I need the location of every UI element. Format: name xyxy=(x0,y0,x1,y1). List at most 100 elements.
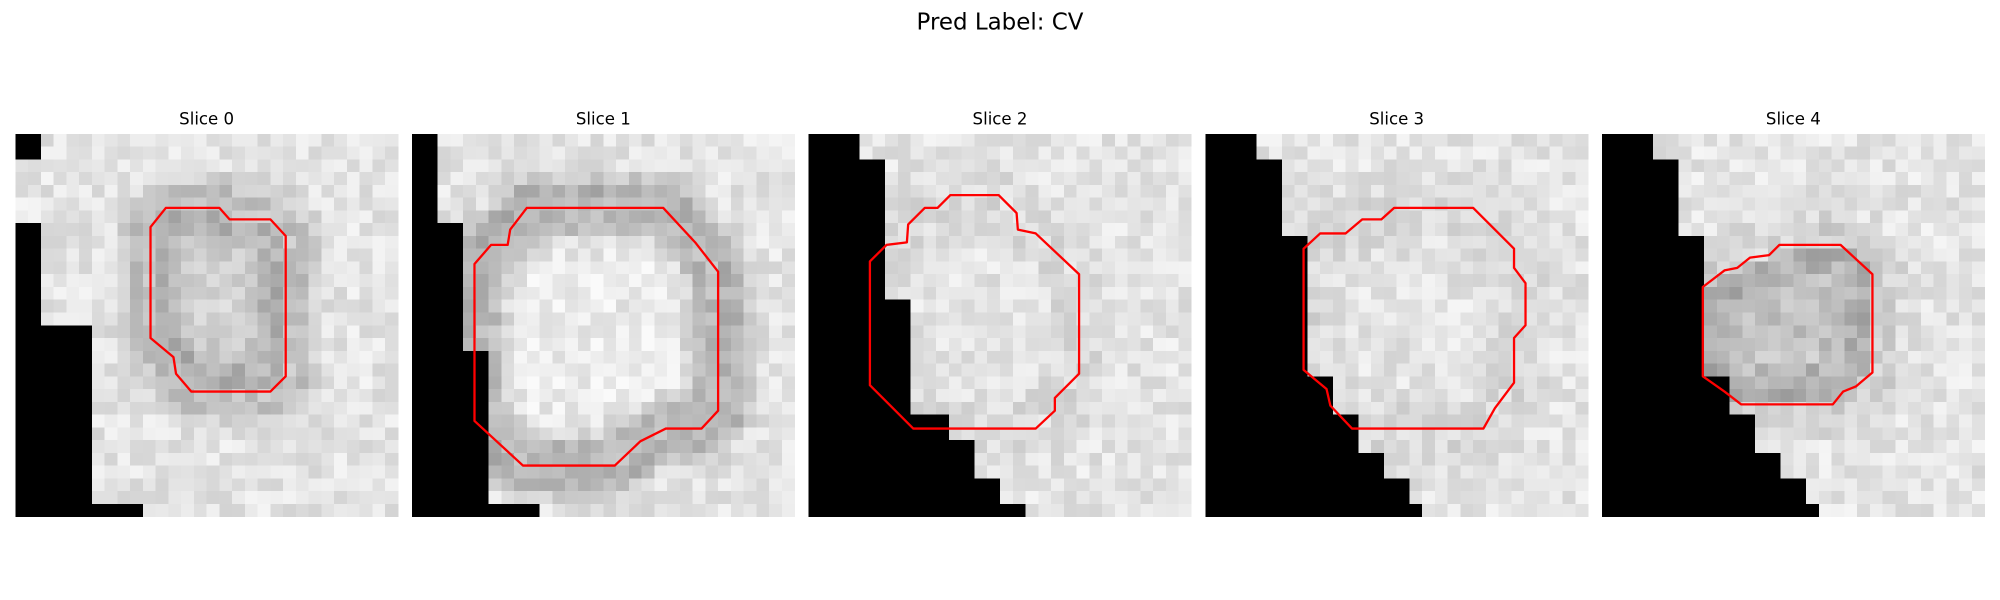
pixel xyxy=(1536,235,1551,250)
pixel xyxy=(936,452,950,466)
pixel xyxy=(40,503,54,517)
pixel xyxy=(130,223,144,237)
pixel xyxy=(40,184,54,199)
pixel xyxy=(1959,363,1973,377)
pixel xyxy=(501,146,515,160)
pixel xyxy=(1422,465,1436,479)
pixel xyxy=(1114,503,1128,517)
pixel xyxy=(1498,440,1512,454)
pixel xyxy=(1614,478,1628,492)
pixel xyxy=(1806,286,1820,301)
pixel xyxy=(654,146,668,160)
pixel xyxy=(936,172,950,186)
pixel xyxy=(1895,325,1909,339)
pixel xyxy=(1780,350,1794,364)
pixel xyxy=(1562,299,1576,313)
pixel xyxy=(1536,210,1551,224)
pixel xyxy=(1780,133,1794,148)
pixel xyxy=(1869,235,1884,250)
pixel xyxy=(1971,363,1986,377)
pixel xyxy=(1294,363,1308,377)
pixel xyxy=(1602,197,1616,211)
pixel xyxy=(897,146,912,160)
pixel xyxy=(730,235,745,250)
pixel xyxy=(577,172,591,186)
pixel xyxy=(1256,338,1270,352)
pixel xyxy=(1473,299,1487,313)
pixel xyxy=(488,325,502,339)
pixel xyxy=(1908,350,1922,364)
pixel xyxy=(206,478,220,492)
pixel xyxy=(1895,338,1909,352)
pixel xyxy=(488,210,502,224)
pixel xyxy=(372,503,386,517)
pixel xyxy=(334,338,348,352)
pixel xyxy=(1742,452,1756,466)
pixel xyxy=(1806,376,1820,390)
pixel xyxy=(1920,414,1935,428)
pixel xyxy=(104,210,118,224)
pixel xyxy=(1320,491,1334,505)
pixel xyxy=(1038,401,1052,415)
pixel xyxy=(1243,401,1257,415)
pixel xyxy=(463,172,477,186)
pixel xyxy=(1780,159,1794,173)
pixel xyxy=(1127,503,1141,517)
pixel xyxy=(1678,299,1692,313)
pixel xyxy=(859,197,873,211)
pixel xyxy=(936,376,950,390)
pixel xyxy=(1178,274,1192,288)
pixel xyxy=(936,503,950,517)
pixel xyxy=(628,401,642,415)
pixel xyxy=(781,159,796,173)
pixel xyxy=(1153,465,1167,479)
pixel xyxy=(1755,261,1769,275)
pixel xyxy=(590,350,604,364)
pixel xyxy=(1218,286,1232,301)
pixel xyxy=(1806,184,1820,199)
pixel xyxy=(679,363,693,377)
pixel xyxy=(346,223,361,237)
pixel xyxy=(295,503,310,517)
pixel xyxy=(1473,235,1487,250)
pixel xyxy=(385,363,399,377)
pixel xyxy=(923,299,937,313)
pixel xyxy=(1908,427,1922,441)
pixel xyxy=(385,376,399,390)
pixel xyxy=(834,389,848,403)
pixel xyxy=(66,210,80,224)
pixel xyxy=(1063,338,1077,352)
pixel xyxy=(1294,223,1308,237)
pixel xyxy=(232,159,246,173)
pixel xyxy=(1806,223,1820,237)
pixel xyxy=(1434,503,1449,517)
pixel xyxy=(910,210,924,224)
pixel xyxy=(910,299,924,313)
pixel xyxy=(1575,312,1589,326)
pixel xyxy=(1205,197,1219,211)
pixel xyxy=(1025,401,1039,415)
pixel xyxy=(641,184,655,199)
pixel xyxy=(1549,389,1563,403)
pixel xyxy=(1831,401,1845,415)
pixel xyxy=(1076,503,1090,517)
pixel xyxy=(91,465,105,479)
pixel xyxy=(28,491,42,505)
pixel xyxy=(1882,440,1896,454)
pixel xyxy=(1971,312,1986,326)
pixel xyxy=(1844,389,1858,403)
pixel xyxy=(846,427,861,441)
pixel xyxy=(91,210,105,224)
pixel xyxy=(834,146,848,160)
pixel xyxy=(1422,159,1436,173)
pixel xyxy=(526,452,540,466)
pixel xyxy=(565,286,579,301)
pixel xyxy=(514,286,528,301)
pixel xyxy=(359,197,373,211)
pixel xyxy=(718,427,732,441)
pixel xyxy=(1178,389,1192,403)
pixel xyxy=(1614,312,1628,326)
pixel xyxy=(257,223,271,237)
pixel xyxy=(1767,184,1781,199)
pixel xyxy=(872,491,886,505)
